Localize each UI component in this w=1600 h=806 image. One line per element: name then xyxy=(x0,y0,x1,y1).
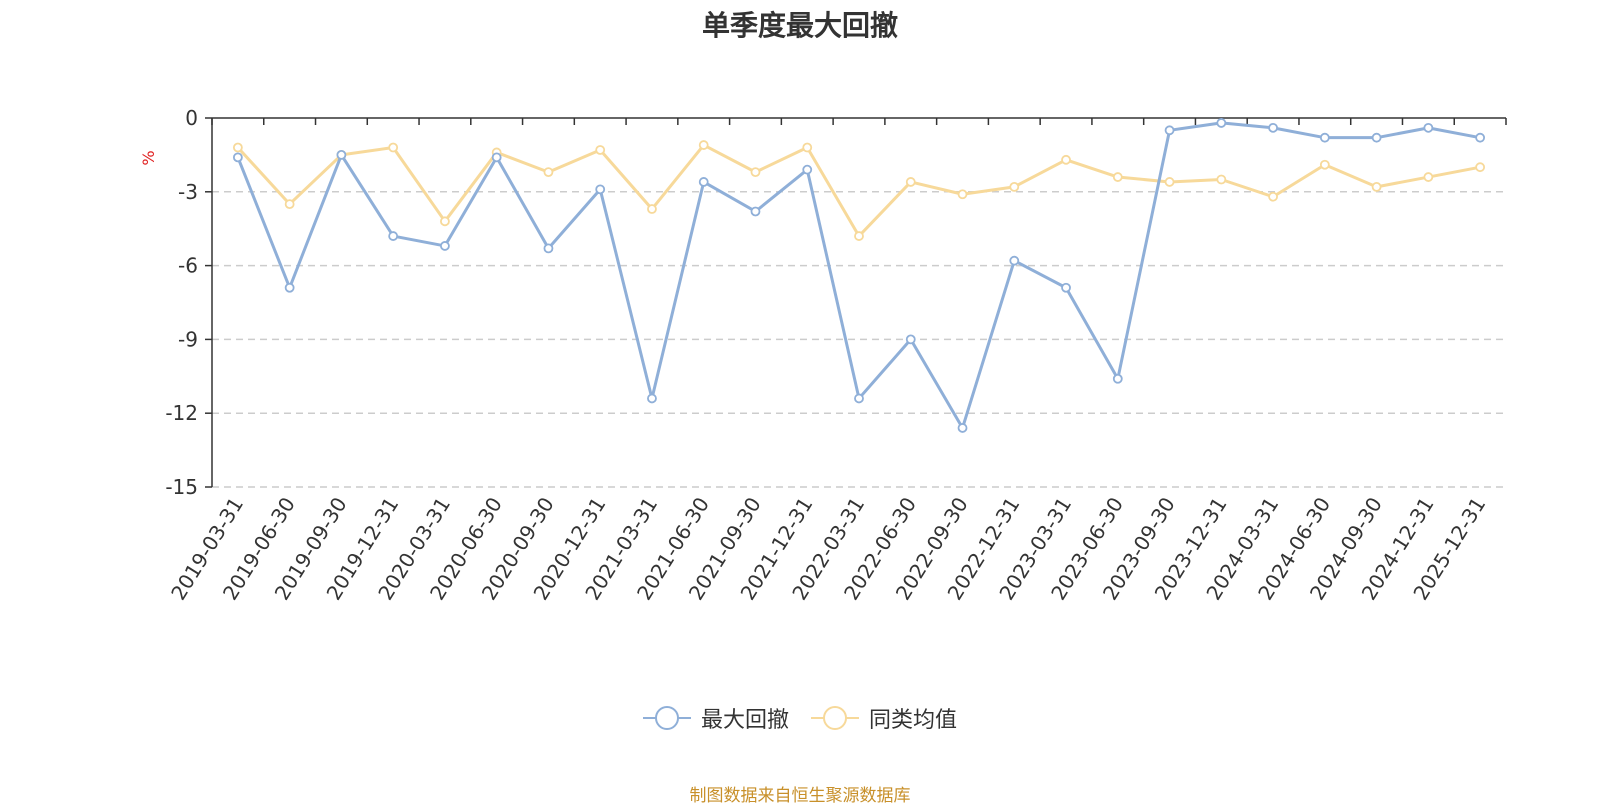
legend: 最大回撤 同类均值 xyxy=(0,702,1600,734)
data-point xyxy=(1216,174,1227,185)
legend-label: 最大回撤 xyxy=(700,708,789,733)
data-point xyxy=(1216,118,1227,128)
data-point xyxy=(440,216,450,227)
data-point xyxy=(284,282,295,293)
data-point xyxy=(1423,172,1434,182)
data-point xyxy=(750,167,761,178)
y-tick-label: 0 xyxy=(185,106,198,130)
y-tick-label: -15 xyxy=(165,475,198,499)
data-point xyxy=(1112,373,1123,384)
data-point xyxy=(802,142,813,153)
data-point xyxy=(1009,255,1020,266)
data-point xyxy=(1371,132,1382,143)
data-source-note: 制图数据来自恒生聚源数据库 xyxy=(689,786,911,806)
data-point xyxy=(647,204,657,214)
data-point xyxy=(1164,125,1175,136)
y-axis-label: % xyxy=(139,150,158,165)
data-point xyxy=(336,149,347,160)
data-point xyxy=(1475,132,1486,143)
legend-line-circle-icon xyxy=(811,705,859,731)
data-point xyxy=(1371,181,1382,192)
line-chart: 0-3-6-9-12-15%2019-03-312019-06-302019-0… xyxy=(139,106,1507,604)
data-point xyxy=(647,393,657,404)
data-point xyxy=(284,199,295,210)
data-point xyxy=(854,393,864,404)
data-point xyxy=(1164,177,1175,187)
legend-line-circle-icon xyxy=(642,705,691,731)
data-point xyxy=(698,177,709,187)
data-point xyxy=(1423,122,1434,133)
data-point xyxy=(1268,122,1278,133)
data-point xyxy=(1268,191,1278,202)
data-point xyxy=(957,423,968,433)
data-point xyxy=(543,243,554,254)
data-point xyxy=(750,206,761,217)
legend-item-max-drawdown[interactable]: 最大回撤 xyxy=(642,702,789,734)
legend-item-peer-average[interactable]: 同类均值 xyxy=(811,702,957,734)
data-point xyxy=(1112,172,1123,182)
y-tick-label: -12 xyxy=(165,401,198,425)
data-point xyxy=(854,231,864,241)
data-point xyxy=(543,167,554,178)
legend-label: 同类均值 xyxy=(869,708,958,733)
data-point xyxy=(1319,159,1330,170)
data-point xyxy=(957,189,968,200)
data-point xyxy=(1061,282,1071,293)
data-point xyxy=(698,140,709,150)
data-point xyxy=(1009,181,1020,192)
data-point xyxy=(1061,154,1071,165)
data-point xyxy=(388,142,399,153)
data-point xyxy=(232,142,243,153)
data-point xyxy=(388,231,399,241)
data-point xyxy=(905,177,916,187)
data-point xyxy=(595,145,606,155)
y-tick-label: -6 xyxy=(178,254,198,278)
data-point xyxy=(595,184,606,195)
y-tick-label: -3 xyxy=(178,180,198,204)
series-line-1 xyxy=(236,143,1481,238)
data-point xyxy=(905,334,916,345)
data-point xyxy=(440,241,450,251)
data-point xyxy=(1475,162,1486,173)
series-line-0 xyxy=(236,121,1481,430)
data-point xyxy=(232,152,243,163)
data-point xyxy=(802,164,813,175)
y-tick-label: -9 xyxy=(178,327,198,351)
chart-title: 单季度最大回撤 xyxy=(701,9,898,42)
data-point xyxy=(491,152,502,163)
data-point xyxy=(1319,132,1330,143)
